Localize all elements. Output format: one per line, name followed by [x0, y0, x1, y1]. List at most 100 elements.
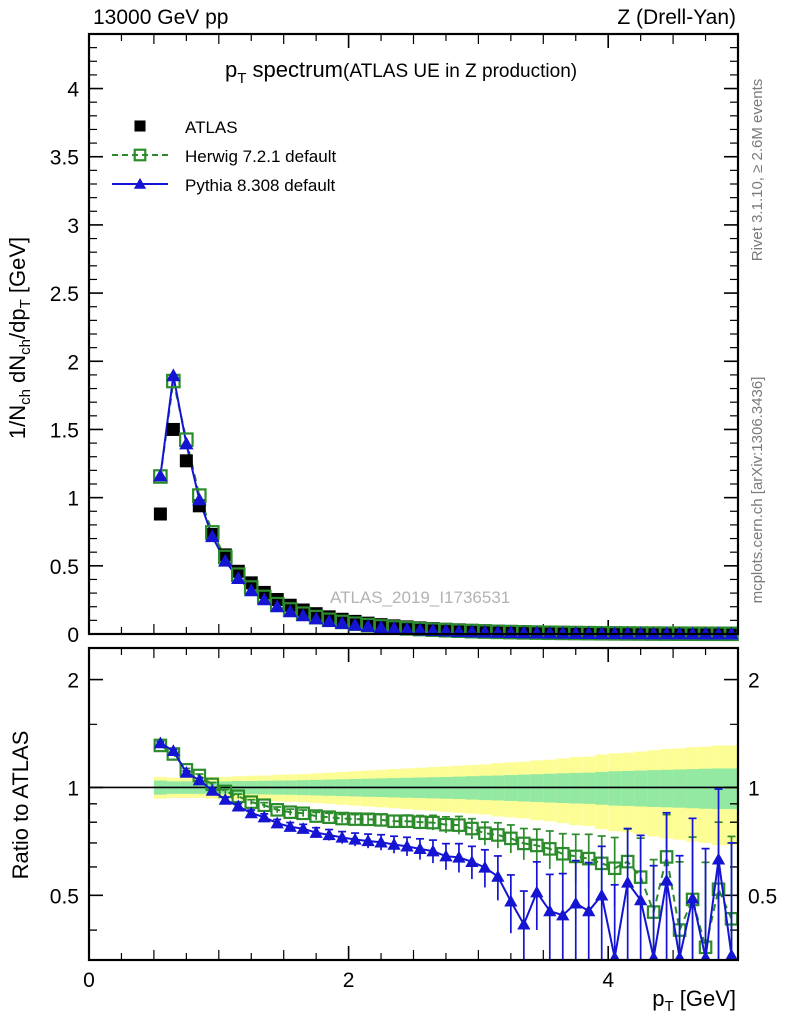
data-marker-triangle: [725, 948, 738, 960]
data-marker-triangle: [517, 917, 531, 930]
data-marker-triangle: [166, 368, 181, 382]
pythia-point: [218, 553, 233, 567]
data-marker-triangle: [373, 620, 389, 634]
ratio-band-inner: [725, 768, 738, 810]
data-marker-open-square: [309, 809, 323, 823]
data-marker-triangle: [335, 830, 349, 843]
main-y-tick-label: 1: [67, 488, 79, 511]
data-marker-open-square: [530, 838, 544, 853]
pythia-point: [231, 571, 246, 584]
data-marker-triangle: [609, 951, 620, 960]
main-plot-frame: [87, 32, 740, 636]
main-y-tick-label: 4: [67, 79, 79, 102]
data-marker-triangle: [257, 592, 272, 606]
ratio-uncertainty-bands: [89, 745, 738, 846]
data-marker-open-square: [478, 826, 492, 841]
data-marker-triangle: [621, 875, 635, 888]
ratio-y-tick-label: 0.5: [50, 885, 79, 908]
data-marker-triangle: [620, 626, 635, 640]
pythia-point: [620, 626, 635, 640]
ratio-plot-frame: [87, 646, 740, 962]
data-marker-square: [244, 576, 258, 590]
pythia-point: [244, 583, 259, 597]
data-marker-square: [153, 507, 167, 521]
sidebar-rivet-label: Rivet 3.1.10, ≥ 2.6M events: [749, 79, 766, 262]
data-marker-triangle: [270, 816, 284, 829]
data-marker-triangle: [348, 832, 362, 845]
data-marker-open-square: [491, 828, 505, 842]
pythia-point: [607, 626, 622, 640]
data-marker-triangle: [542, 625, 557, 639]
pythia-point: [399, 621, 415, 635]
data-marker-triangle: [700, 951, 711, 960]
data-marker-triangle: [387, 837, 401, 850]
data-marker-triangle: [581, 626, 596, 640]
data-marker-triangle: [295, 608, 311, 622]
data-marker-open-square: [439, 817, 453, 832]
pythia-point: [542, 625, 557, 639]
data-marker-square: [257, 585, 271, 599]
data-marker-triangle: [296, 822, 310, 834]
data-marker-triangle: [594, 626, 609, 640]
data-marker-triangle: [425, 623, 441, 637]
legend-label-0: ATLAS: [185, 118, 238, 137]
data-marker-triangle: [244, 806, 258, 819]
data-marker-triangle: [400, 839, 414, 852]
data-marker-open-square: [348, 812, 362, 826]
data-marker-open-square: [465, 821, 479, 836]
ratio-y-tick-labels: 0.5 0.5 1 1 2 2: [50, 670, 777, 909]
pythia-point: [555, 625, 570, 639]
data-marker-triangle: [685, 891, 700, 904]
pythia-point: [334, 616, 350, 629]
ratio-y-tick-label: 1: [67, 777, 79, 800]
ratio-band-inner: [673, 769, 687, 808]
data-marker-triangle: [205, 529, 220, 543]
ratio-y-axis-title: Ratio to ATLAS: [8, 731, 33, 880]
data-marker-triangle: [179, 436, 194, 450]
data-marker-triangle: [218, 553, 233, 567]
atlas-point: [244, 576, 258, 590]
data-marker-triangle: [283, 820, 297, 832]
data-marker-open-square: [387, 814, 401, 829]
x-axis-title: pT [GeV]: [652, 986, 736, 1015]
data-marker-open-square: [270, 803, 285, 817]
data-marker-triangle: [360, 619, 376, 632]
data-marker-open-square: [555, 846, 570, 861]
ratio-band-inner: [647, 770, 661, 807]
ratio-panel: 0.5 0.5 1 1 2 2 0 2 4: [50, 646, 777, 992]
data-marker-open-square: [361, 812, 375, 827]
data-marker-triangle: [179, 766, 193, 778]
data-marker-triangle: [412, 622, 428, 636]
data-marker-triangle: [218, 792, 232, 805]
legend-label-2: Pythia 8.308 default: [185, 176, 336, 195]
data-marker-triangle: [569, 896, 583, 909]
main-y-tick-label: 0: [67, 624, 79, 647]
legend-label-1: Herwig 7.2.1 default: [185, 147, 336, 166]
data-marker-triangle: [607, 626, 622, 640]
data-marker-triangle: [205, 783, 219, 796]
data-marker-triangle: [133, 177, 147, 189]
pythia-point: [568, 626, 583, 639]
main-y-tick-label: 2.5: [50, 283, 79, 306]
main-y-tick-label: 3: [67, 215, 79, 238]
data-marker-open-square: [452, 818, 466, 832]
atlas-point: [179, 454, 193, 468]
data-marker-triangle: [711, 852, 726, 865]
pythia-point: [295, 608, 311, 622]
data-marker-triangle: [347, 617, 363, 631]
data-marker-triangle: [465, 855, 479, 868]
header-beam-label: 13000 GeV pp: [93, 6, 228, 29]
pythia-point: [282, 604, 298, 618]
data-marker-triangle: [322, 828, 336, 841]
data-marker-triangle: [674, 951, 685, 960]
header-process-label: Z (Drell-Yan): [617, 6, 736, 29]
pythia-point: [581, 626, 596, 640]
ratio-y-tick-label: 2: [67, 670, 79, 693]
data-marker-triangle: [399, 621, 415, 635]
main-panel: 0 0.5 1 1.5 2 2.5 3 3.5 4 pT spectrum(ATLAS UE i…: [50, 32, 740, 647]
atlas-point: [257, 585, 271, 599]
data-marker-triangle: [426, 844, 440, 857]
pythia-point: [166, 368, 181, 382]
data-marker-triangle: [309, 826, 323, 838]
x-tick-labels: 0 2 4: [83, 969, 614, 992]
